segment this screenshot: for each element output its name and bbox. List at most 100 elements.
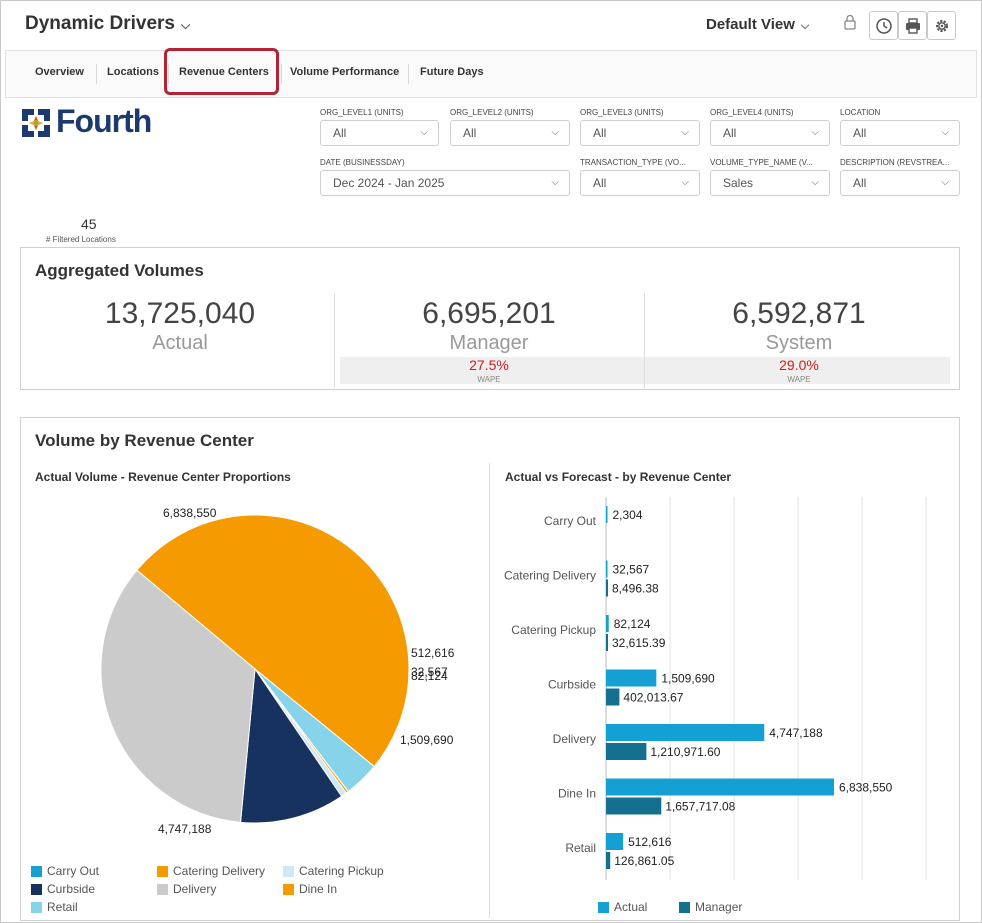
print-button[interactable] [898,11,927,40]
view-label: Default View [706,16,795,33]
filter-value: All [593,126,607,140]
filter-date[interactable]: Dec 2024 - Jan 2025 ⌵ [320,170,570,196]
filter-value: All [853,176,867,190]
tab-volume-performance[interactable]: Volume Performance [290,66,400,78]
bar-manager-retail[interactable] [606,852,611,869]
bar-actual-catering-delivery[interactable] [606,560,608,578]
tab-divider [408,64,409,84]
bar-category-label: Retail [565,841,596,855]
tab-overview[interactable]: Overview [35,66,84,78]
bar-actual-label: 32,567 [613,563,650,577]
tab-future-days[interactable]: Future Days [420,66,484,78]
bar-chart-title: Actual vs Forecast - by Revenue Center [505,470,732,484]
filter-volume-type-name[interactable]: Sales ⌵ [710,170,830,196]
legend-swatch [31,865,42,877]
legend-retail[interactable]: Retail [31,900,78,914]
chart-divider [489,463,490,918]
bar-manager-dine-in[interactable] [606,797,662,815]
filter-value: Dec 2024 - Jan 2025 [333,176,445,190]
bar-actual-delivery[interactable] [606,724,765,741]
bar-manager-delivery[interactable] [606,743,647,760]
kpi-system-label: System [765,332,833,354]
bar-actual-dine-in[interactable] [606,778,834,796]
filter-value: All [723,126,737,140]
bar-actual-curbside[interactable] [606,669,657,687]
kpi-divider [644,293,645,388]
filter-org-level2[interactable]: All ⌵ [450,120,570,146]
bar-manager-catering-delivery[interactable] [606,579,608,597]
filter-value: All [463,126,477,140]
tab-divider [168,64,169,84]
tab-revenue-centers[interactable]: Revenue Centers [179,66,269,78]
history-button[interactable] [869,11,898,40]
filter-org-level4[interactable]: All ⌵ [710,120,830,146]
bar-manager-label: 32,615.39 [612,636,666,650]
bar-actual-carry-out[interactable] [606,506,608,523]
filter-org-level1[interactable]: All ⌵ [320,120,439,146]
legend-swatch [598,901,609,913]
legend-swatch [31,901,42,913]
bar-manager-catering-pickup[interactable] [606,634,608,651]
pie-slice-curbside[interactable] [240,667,343,824]
filter-label: VOLUME_TYPE_NAME (V... [710,158,813,167]
filter-label: TRANSACTION_TYPE (VO... [580,158,686,167]
bar-category-label: Catering Pickup [511,623,596,637]
bar-actual-retail[interactable] [606,833,624,850]
filter-transaction-type[interactable]: All ⌵ [580,170,700,196]
filtered-locations-count: 45 [81,216,97,232]
filter-org-level3[interactable]: All ⌵ [580,120,700,146]
legend-swatch [157,865,168,877]
active-tab-highlight [164,48,279,95]
kpi-divider [334,293,335,388]
tab-divider [96,64,97,84]
bar-actual-label: 6,838,550 [839,781,893,795]
filter-value: All [333,126,347,140]
bar-actual-catering-pickup[interactable] [606,615,609,632]
filter-label: ORG_LEVEL4 (UNITS) [710,108,794,117]
filter-value: All [853,126,867,140]
kpi-manager-label: Manager [449,332,529,354]
tab-locations[interactable]: Locations [107,66,159,78]
kpi-actual-label: Actual [152,332,208,354]
bar-manager-curbside[interactable] [606,688,620,706]
chevron-down-icon: ⌵ [941,127,949,138]
pie-slice-dine-in[interactable] [136,514,410,768]
manager-wape-value: 27.5% [469,357,509,373]
chevron-down-icon: ⌵ [941,177,949,188]
legend-actual: Actual [598,900,647,914]
legend-label: Dine In [299,882,338,896]
view-selector[interactable]: Default View ⌵ [706,16,809,33]
legend-carry-out[interactable]: Carry Out [31,864,99,878]
manager-wape-label: WAPE [477,375,501,384]
aggregated-volumes-title: Aggregated Volumes [35,261,204,280]
legend-dine-in[interactable]: Dine In [283,882,337,896]
chevron-down-icon: ⌵ [420,127,428,138]
pie-label-delivery: 4,747,188 [158,822,212,836]
app-title-dropdown[interactable]: Dynamic Drivers ⌵ [25,13,190,35]
chevron-down-icon: ⌵ [681,177,689,188]
legend-catering-pickup[interactable]: Catering Pickup [283,864,384,878]
filter-location[interactable]: All ⌵ [840,120,960,146]
filter-label: DESCRIPTION (REVSTREA... [840,158,950,167]
legend-label: Manager [695,900,743,914]
pie-label-catering-pickup: 82,124 [411,669,448,683]
bar-category-label: Dine In [558,787,596,801]
bar-category-label: Catering Delivery [504,569,596,583]
legend-delivery[interactable]: Delivery [157,882,216,896]
legend-catering-delivery[interactable]: Catering Delivery [157,864,265,878]
settings-button[interactable] [927,11,956,40]
filter-description[interactable]: All ⌵ [840,170,960,196]
wape-band [340,357,950,384]
bar-actual-label: 2,304 [613,508,643,522]
pie-label-dine-in: 6,838,550 [163,506,217,520]
bar-manager-label: 8,496.38 [612,582,659,596]
pie-slice-delivery[interactable] [100,569,256,823]
bar-actual-label: 4,747,188 [769,726,823,740]
lock-icon[interactable] [843,14,857,30]
legend-label: Carry Out [47,864,100,878]
print-icon [905,17,920,34]
legend-label: Catering Pickup [299,864,384,878]
filter-value: All [593,176,607,190]
fourth-logo-icon [20,107,52,139]
legend-curbside[interactable]: Curbside [31,882,95,896]
